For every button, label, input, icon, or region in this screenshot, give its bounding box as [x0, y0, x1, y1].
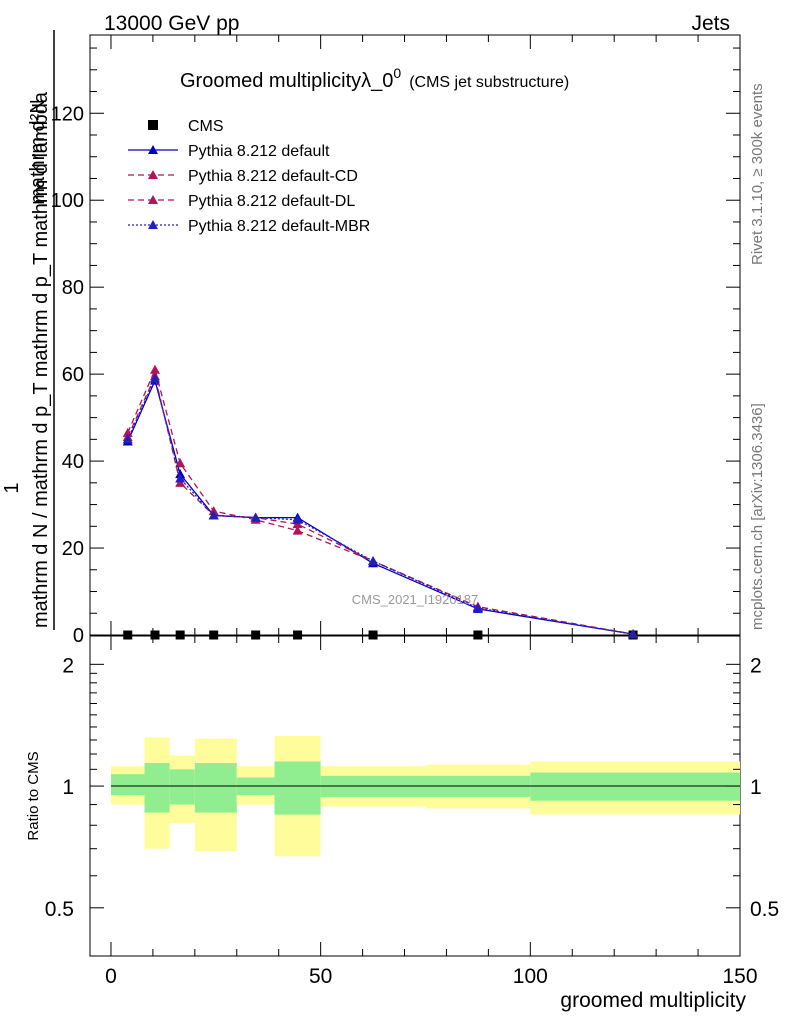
ylabel-denominator: mathrm d N / mathrm d p_T mathrm d p_T m… [30, 91, 52, 628]
analysis-watermark: CMS_2021_I1920187 [352, 592, 479, 607]
ratio-ticks: 0.5 0.5 1 1 2 2 0 50 100 150 [45, 636, 779, 988]
series-marker [175, 458, 186, 468]
series-line [127, 367, 634, 635]
series-marker [292, 514, 303, 524]
legend-label: Pythia 8.212 default-CD [188, 168, 358, 185]
title-main: Groomed multiplicityλ_0 [180, 70, 393, 92]
cms-data-point [150, 630, 160, 640]
ratio-y-tick-label: 1 [750, 776, 762, 799]
main-y-tick-label: 120 [51, 103, 84, 125]
legend-label: Pythia 8.212 default [188, 143, 330, 160]
main-y-tick-label: 20 [62, 538, 84, 560]
main-y-axis-label: 1 mathrm d²N mathrm d N / mathrm d p_T m… [1, 30, 55, 630]
main-ticks: 0 20 40 60 80 100 120 [51, 35, 741, 647]
series-marker [628, 629, 639, 639]
legend-item: Pythia 8.212 default-MBR [128, 218, 370, 235]
series-marker [250, 512, 261, 522]
main-y-tick-label: 100 [51, 190, 84, 212]
ratio-bands [110, 735, 740, 857]
legend-item: Pythia 8.212 default-CD [128, 168, 358, 185]
ylabel-numerator: mathrm d²N [27, 99, 49, 205]
cms-data-point [251, 630, 261, 640]
ratio-band-inner [144, 763, 170, 813]
ratio-x-tick-label: 150 [722, 965, 757, 988]
series-marker [208, 510, 219, 520]
cms-data-point [293, 630, 303, 640]
series-marker [175, 473, 186, 483]
ratio-y-tick-label: 0.5 [750, 898, 779, 921]
main-y-tick-label: 0 [73, 625, 84, 647]
legend-label: Pythia 8.212 default-MBR [188, 218, 370, 235]
title-superscript: 0 [393, 65, 401, 81]
main-panel-frame [89, 34, 741, 636]
ratio-band-inner [274, 761, 321, 815]
ratio-x-tick-label: 50 [309, 965, 332, 988]
ratio-x-tick-label: 100 [513, 965, 548, 988]
legend-label: CMS [188, 118, 224, 135]
ratio-x-tick-label: 0 [105, 965, 117, 988]
ratio-band-inner [194, 763, 237, 813]
ylabel-top: 1 [1, 482, 23, 493]
main-y-tick-label: 80 [62, 277, 84, 299]
x-axis-label: groomed multiplicity [560, 989, 746, 1012]
series-marker [150, 364, 160, 374]
cms-data-point [123, 630, 133, 640]
legend-marker [148, 120, 158, 130]
ratio-band-inner [169, 769, 195, 805]
title-subtitle: (CMS jet substructure) [409, 74, 569, 91]
legend-item: Pythia 8.212 default [128, 143, 330, 160]
series-layer [122, 364, 639, 640]
cms-data-point [368, 630, 378, 640]
main-y-tick-label: 40 [62, 451, 84, 473]
main-y-tick-label: 60 [62, 364, 84, 386]
legend-label: Pythia 8.212 default-DL [188, 193, 355, 210]
energy-label: 13000 GeV pp [104, 12, 239, 35]
ratio-y-tick-label: 1 [62, 776, 74, 799]
ratio-y-tick-label: 2 [750, 654, 762, 677]
ratio-y-axis-label: Ratio to CMS [25, 751, 42, 840]
legend-item: Pythia 8.212 default-DL [128, 193, 355, 210]
ratio-y-tick-label: 2 [62, 654, 74, 677]
legend-item: CMS [148, 118, 224, 135]
ratio-band-inner [110, 774, 145, 796]
jets-label: Jets [691, 12, 730, 35]
chart-title: Groomed multiplicityλ_00 (CMS jet substru… [180, 65, 569, 92]
series-pythia-8-212-default-mbr [122, 373, 639, 639]
series-marker [368, 556, 379, 566]
legend-marker [148, 220, 158, 229]
ratio-y-tick-label: 0.5 [45, 898, 74, 921]
legend-marker [148, 170, 158, 179]
ratio-band-inner [530, 772, 740, 801]
series-marker [122, 434, 133, 444]
legend: CMS Pythia 8.212 default Pythia 8.212 defa… [128, 118, 370, 235]
series-marker [292, 525, 303, 535]
cms-data-point [473, 630, 483, 640]
series-marker [472, 603, 483, 613]
cms-data-point [175, 630, 185, 640]
legend-marker [148, 195, 158, 204]
mcplots-label: mcplots.cern.ch [arXiv:1306.3436] [749, 403, 766, 630]
cms-data-point [209, 630, 219, 640]
series-marker [150, 373, 160, 383]
rivet-label: Rivet 3.1.10, ≥ 300k events [749, 83, 766, 265]
legend-marker [148, 145, 158, 154]
